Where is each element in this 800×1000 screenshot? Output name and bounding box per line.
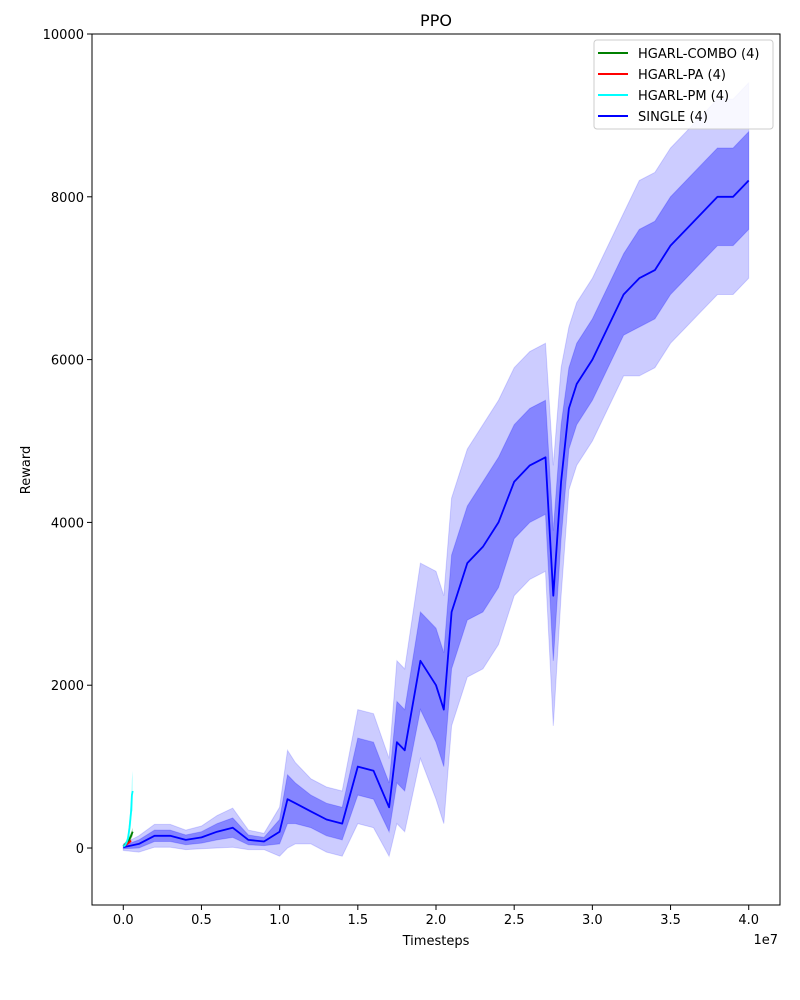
legend-label: HGARL-PM (4) — [638, 89, 729, 104]
legend-label: SINGLE (4) — [638, 110, 708, 125]
series-line-3 — [123, 179, 750, 849]
y-tick-label: 4000 — [51, 516, 84, 531]
y-tick-label: 8000 — [51, 191, 84, 206]
y-axis-label: Reward — [19, 446, 34, 494]
series-line-2 — [122, 790, 134, 848]
x-tick-label: 0.0 — [113, 913, 134, 928]
y-axis-ticks: 0 2000 4000 6000 8000 10000 — [43, 28, 92, 857]
y-tick-label: 2000 — [51, 679, 84, 694]
x-tick-label: 1.5 — [347, 913, 368, 928]
band-outer-3 — [122, 81, 750, 858]
legend: HGARL-COMBO (4) HGARL-PA (4) HGARL-PM (4) S… — [593, 39, 774, 130]
x-tick-label: 0.5 — [191, 913, 212, 928]
x-tick-label: 2.5 — [504, 913, 525, 928]
y-tick-label: 0 — [76, 842, 84, 857]
y-tick-label: 6000 — [51, 354, 84, 369]
x-tick-label: 3.5 — [660, 913, 681, 928]
legend-label: HGARL-PA (4) — [638, 68, 726, 83]
legend-frame — [593, 39, 774, 130]
x-tick-label: 4.0 — [738, 913, 759, 928]
x-tick-label: 2.0 — [426, 913, 447, 928]
band-inner-3 — [122, 130, 750, 850]
x-tick-label: 1.0 — [269, 913, 290, 928]
y-tick-label: 10000 — [43, 28, 84, 43]
band-2 — [123, 770, 133, 848]
x-axis-ticks: 0.0 0.5 1.0 1.5 2.0 2.5 3.0 3.5 4.0 — [113, 905, 759, 928]
x-tick-label: 3.0 — [582, 913, 603, 928]
x-axis-offset-label: 1e7 — [753, 933, 778, 948]
confidence-bands — [122, 81, 750, 858]
chart-title: PPO — [420, 11, 452, 30]
x-axis-label: Timesteps — [402, 934, 470, 949]
series-lines — [122, 179, 750, 849]
legend-label: HGARL-COMBO (4) — [638, 47, 759, 62]
